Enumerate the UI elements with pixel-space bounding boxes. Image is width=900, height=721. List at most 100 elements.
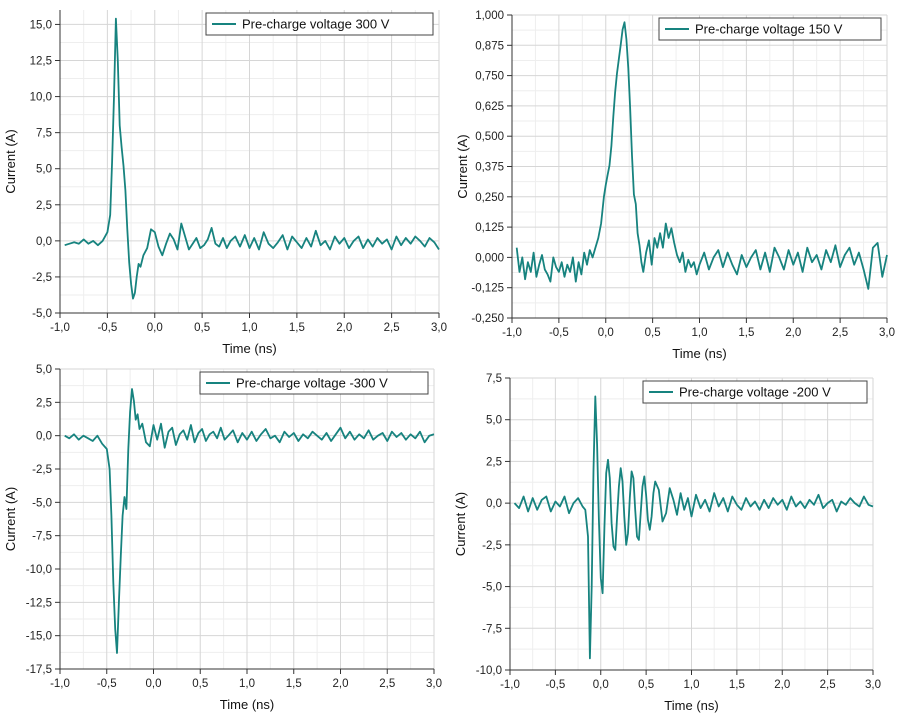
chart-panel-4: -1,0 -0,5 0,0 0,5 1,0 1,5 2,0 2,5 3,0 -10,0 -7,5 -5… xyxy=(453,373,881,713)
chart-panel-3: -1,0 -0,5 0,0 0,5 1,0 1,5 2,0 2,5 3,0 -17,5 -15,0 -… xyxy=(3,364,442,712)
x-tick-label: 3,0 xyxy=(879,327,895,339)
y-tick-label: 7,5 xyxy=(36,128,52,140)
y-tick-label: 12,5 xyxy=(30,56,52,68)
y-tick-label: -5,0 xyxy=(32,497,52,509)
x-tick-label: 1,5 xyxy=(286,678,302,690)
y-tick-label: 0,250 xyxy=(475,192,504,204)
y-tick-label: 0,375 xyxy=(475,162,504,174)
x-tick-label: 1,5 xyxy=(289,322,305,334)
x-tick-label: 3,0 xyxy=(431,322,447,334)
y-tick-label: 2,5 xyxy=(36,397,52,409)
x-tick-label: 1,5 xyxy=(729,679,745,691)
y-tick-label: 0,500 xyxy=(475,131,504,143)
x-tick-label: 2,0 xyxy=(785,327,801,339)
x-tick-label: -1,0 xyxy=(500,679,520,691)
y-tick-label: 15,0 xyxy=(30,19,52,31)
y-tick-label: 10,0 xyxy=(30,92,52,104)
y-axis-title: Current (A) xyxy=(3,487,18,551)
x-axis-title: Time (ns) xyxy=(220,697,274,712)
x-tick-label: -0,5 xyxy=(549,327,569,339)
y-tick-label: -0,125 xyxy=(471,283,504,295)
y-tick-label: 5,0 xyxy=(486,415,502,427)
x-axis-title: Time (ns) xyxy=(222,341,276,356)
y-tick-label: -2,5 xyxy=(32,272,52,284)
x-tick-label: 2,0 xyxy=(336,322,352,334)
y-tick-label: -7,5 xyxy=(482,623,502,635)
legend-box xyxy=(205,12,434,36)
chart-panel-2: -1,0 -0,5 0,0 0,5 1,0 1,5 2,0 2,5 3,0 -0,250 -0,12… xyxy=(455,10,895,361)
x-axis-title: Time (ns) xyxy=(664,698,718,713)
x-tick-label: 2,5 xyxy=(379,678,395,690)
y-tick-label: -5,0 xyxy=(482,582,502,594)
y-tick-label: 1,000 xyxy=(475,10,504,22)
series-line-1 xyxy=(513,395,874,660)
x-tick-label: -0,5 xyxy=(97,322,117,334)
y-tick-label: 0,875 xyxy=(475,40,504,52)
x-tick-label: -1,0 xyxy=(50,678,70,690)
y-tick-label: 0,625 xyxy=(475,101,504,113)
x-tick-label: 0,5 xyxy=(194,322,210,334)
x-tick-label: 2,5 xyxy=(820,679,836,691)
x-tick-label: 0,0 xyxy=(147,322,163,334)
y-tick-label: -10,0 xyxy=(26,564,52,576)
y-axis-title: Current (A) xyxy=(3,129,18,193)
x-tick-label: 1,0 xyxy=(692,327,708,339)
x-tick-label: 0,0 xyxy=(593,679,609,691)
series-line-1 xyxy=(515,21,888,290)
legend: Pre-charge voltage -200 V xyxy=(642,380,868,404)
y-tick-label: 7,5 xyxy=(486,373,502,385)
y-tick-label: -0,250 xyxy=(471,313,504,325)
legend-box xyxy=(658,17,882,41)
y-tick-label: 0,0 xyxy=(36,236,52,248)
y-tick-label: 0,125 xyxy=(475,222,504,234)
legend-label: Pre-charge voltage -300 V xyxy=(236,376,388,391)
legend: Pre-charge voltage 150 V xyxy=(658,17,882,41)
x-tick-label: 2,0 xyxy=(774,679,790,691)
x-tick-label: 1,5 xyxy=(738,327,754,339)
y-tick-label: 0,0 xyxy=(486,498,502,510)
legend: Pre-charge voltage -300 V xyxy=(199,371,429,395)
y-tick-label: -2,5 xyxy=(482,540,502,552)
legend: Pre-charge voltage 300 V xyxy=(205,12,434,36)
x-tick-label: 3,0 xyxy=(426,678,442,690)
x-tick-label: 2,5 xyxy=(832,327,848,339)
legend-label: Pre-charge voltage -200 V xyxy=(679,385,831,400)
y-tick-label: -15,0 xyxy=(26,631,52,643)
x-tick-label: 1,0 xyxy=(684,679,700,691)
series-line-1 xyxy=(64,388,435,654)
y-tick-label: 0,000 xyxy=(475,252,504,264)
x-axis-title: Time (ns) xyxy=(672,346,726,361)
legend-label: Pre-charge voltage 150 V xyxy=(695,22,843,37)
x-tick-label: 0,5 xyxy=(638,679,654,691)
x-tick-label: 1,0 xyxy=(242,322,258,334)
y-tick-label: -10,0 xyxy=(476,665,502,677)
x-tick-label: 2,0 xyxy=(333,678,349,690)
y-tick-label: 5,0 xyxy=(36,364,52,376)
y-tick-label: -12,5 xyxy=(26,597,52,609)
x-tick-label: 0,0 xyxy=(598,327,614,339)
x-tick-label: 0,5 xyxy=(645,327,661,339)
x-tick-label: -0,5 xyxy=(97,678,117,690)
legend-box xyxy=(642,380,868,404)
chart-panel-1: -1,0 -0,5 0,0 0,5 1,0 1,5 2,0 2,5 3,0 -5,0 -2,5 0,0… xyxy=(3,10,447,356)
legend-box xyxy=(199,371,429,395)
x-tick-label: 0,0 xyxy=(146,678,162,690)
x-tick-label: 3,0 xyxy=(865,679,881,691)
y-tick-label: -17,5 xyxy=(26,664,52,676)
y-axis-title: Current (A) xyxy=(453,492,468,556)
x-tick-label: -0,5 xyxy=(545,679,565,691)
legend-label: Pre-charge voltage 300 V xyxy=(242,17,390,32)
y-tick-label: 5,0 xyxy=(36,164,52,176)
y-tick-label: -2,5 xyxy=(32,464,52,476)
x-tick-label: 1,0 xyxy=(239,678,255,690)
y-tick-label: 0,0 xyxy=(36,431,52,443)
y-tick-label: -7,5 xyxy=(32,531,52,543)
series-line-1 xyxy=(64,17,440,300)
x-tick-label: 2,5 xyxy=(384,322,400,334)
y-tick-label: 2,5 xyxy=(36,200,52,212)
y-tick-label: 2,5 xyxy=(486,456,502,468)
y-tick-label: -5,0 xyxy=(32,308,52,320)
x-tick-label: 0,5 xyxy=(192,678,208,690)
